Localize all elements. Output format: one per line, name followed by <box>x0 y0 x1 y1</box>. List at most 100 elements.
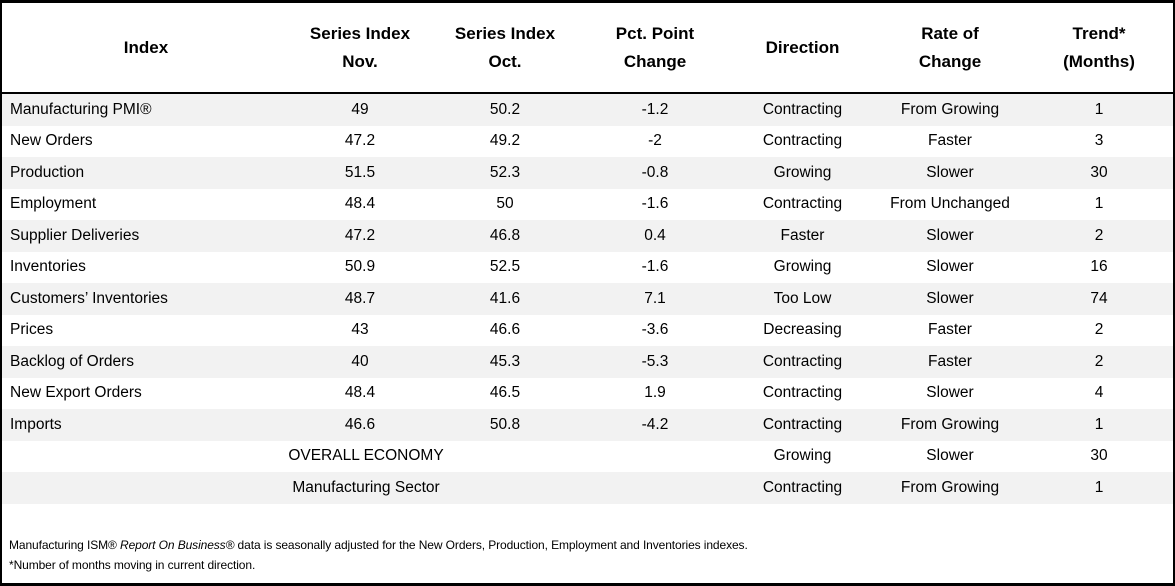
table-row: Production 51.5 52.3 -0.8 Growing Slower 30 <box>2 157 1173 189</box>
value-cell: 50.8 <box>489 415 521 433</box>
table-row: Imports 46.6 50.8 -4.2 Contracting From Growi… <box>2 409 1173 441</box>
table-row: Customers’ Inventories 48.7 41.6 7.1 Too Low… <box>2 283 1173 315</box>
table-row: Prices 43 46.6 -3.6 Decreasing Faster 2 <box>2 315 1173 347</box>
row-label: Inventories <box>10 258 86 276</box>
value-cell: 52.3 <box>489 163 521 181</box>
table-row: New Orders 47.2 49.2 -2 Contracting Faster 3 <box>2 126 1173 158</box>
value-cell: -4.2 <box>641 415 669 433</box>
value-cell: 46.8 <box>489 226 521 244</box>
value-cell: Contracting <box>762 195 843 213</box>
column-header: Direction <box>765 37 840 57</box>
value-cell: 50.2 <box>489 100 521 118</box>
row-label: Manufacturing PMI® <box>10 100 152 118</box>
value-cell: -5.3 <box>641 352 669 370</box>
footnote-trend-definition: *Number of months moving in current dire… <box>9 558 256 572</box>
value-cell: 7.1 <box>644 289 666 307</box>
value-cell: Slower <box>926 289 974 307</box>
value-cell: 41.6 <box>489 289 521 307</box>
value-cell: 0.4 <box>644 226 666 244</box>
value-cell: 46.6 <box>344 415 376 433</box>
summary-label: Manufacturing Sector <box>292 478 440 496</box>
value-cell: 30 <box>1090 163 1108 181</box>
value-cell: Decreasing <box>763 321 842 339</box>
column-header: Series Index Oct. <box>454 24 556 71</box>
value-cell: -0.8 <box>641 163 669 181</box>
value-cell: -1.6 <box>641 258 669 276</box>
value-cell: 1 <box>1094 195 1104 213</box>
value-cell: Slower <box>926 447 974 465</box>
value-cell: 2 <box>1094 226 1104 244</box>
value-cell: 51.5 <box>344 163 376 181</box>
value-cell: Slower <box>926 258 974 276</box>
value-cell: 48.4 <box>344 384 376 402</box>
value-cell: 3 <box>1094 132 1104 150</box>
value-cell: 52.5 <box>489 258 521 276</box>
value-cell: 47.2 <box>344 132 376 150</box>
value-cell: -1.2 <box>641 100 669 118</box>
value-cell: Contracting <box>762 132 843 150</box>
footnotes: Manufacturing ISM® Report On Business® d… <box>2 535 1173 583</box>
value-cell: Growing <box>773 163 832 181</box>
value-cell: 1 <box>1094 478 1104 496</box>
table-row: Supplier Deliveries 47.2 46.8 0.4 Faster Slow… <box>2 220 1173 252</box>
summary-label: OVERALL ECONOMY <box>288 447 444 465</box>
row-label: Backlog of Orders <box>10 352 135 370</box>
value-cell: 30 <box>1090 447 1108 465</box>
footnote-text-prefix: Manufacturing ISM® <box>9 538 120 552</box>
value-cell: 1 <box>1094 415 1104 433</box>
value-cell: Growing <box>773 258 832 276</box>
table-row: Backlog of Orders 40 45.3 -5.3 Contracting Fa… <box>2 346 1173 378</box>
value-cell: Contracting <box>762 100 843 118</box>
value-cell: 16 <box>1090 258 1108 276</box>
summary-row: Manufacturing Sector Contracting From Grow… <box>2 472 1173 504</box>
table-row: Inventories 50.9 52.5 -1.6 Growing Slower 16 <box>2 252 1173 284</box>
value-cell: Contracting <box>762 478 843 496</box>
row-label: Supplier Deliveries <box>10 226 140 244</box>
value-cell: Contracting <box>762 415 843 433</box>
value-cell: -1.6 <box>641 195 669 213</box>
summary-row: OVERALL ECONOMY Growing Slower 30 <box>2 441 1173 473</box>
table-header-row: Index Series Index Nov. Series Index Oct. Pct… <box>2 3 1173 94</box>
column-header: Index <box>123 37 169 57</box>
value-cell: 46.5 <box>489 384 521 402</box>
value-cell: 1 <box>1094 100 1104 118</box>
column-header: Trend* (Months) <box>1063 24 1135 71</box>
value-cell: Slower <box>926 226 974 244</box>
value-cell: 74 <box>1090 289 1108 307</box>
value-cell: Faster <box>928 132 972 150</box>
row-label: Imports <box>10 415 62 433</box>
value-cell: 50.9 <box>344 258 376 276</box>
value-cell: Contracting <box>762 384 843 402</box>
table-body: Manufacturing PMI® 49 50.2 -1.2 Contracting F… <box>2 94 1173 504</box>
value-cell: Slower <box>926 163 974 181</box>
value-cell: From Growing <box>900 478 1000 496</box>
row-label: New Orders <box>10 132 93 150</box>
value-cell: 2 <box>1094 352 1104 370</box>
row-label: Prices <box>10 321 54 339</box>
value-cell: 45.3 <box>489 352 521 370</box>
footnote-text-suffix: data is seasonally adjusted for the New … <box>234 538 748 552</box>
value-cell: 49 <box>351 100 369 118</box>
value-cell: 48.7 <box>344 289 376 307</box>
column-header: Series Index Nov. <box>309 24 411 71</box>
value-cell: Faster <box>928 352 972 370</box>
value-cell: Faster <box>780 226 825 244</box>
value-cell: 47.2 <box>344 226 376 244</box>
table-row: New Export Orders 48.4 46.5 1.9 Contracting S… <box>2 378 1173 410</box>
row-label: New Export Orders <box>10 384 142 402</box>
value-cell: Contracting <box>762 352 843 370</box>
value-cell: 1.9 <box>644 384 666 402</box>
value-cell: From Unchanged <box>890 195 1010 213</box>
column-header: Rate of Change <box>918 24 982 71</box>
value-cell: 4 <box>1094 384 1104 402</box>
value-cell: 49.2 <box>489 132 521 150</box>
value-cell: 43 <box>351 321 369 339</box>
value-cell: 2 <box>1094 321 1104 339</box>
value-cell: 50 <box>496 195 514 213</box>
value-cell: Growing <box>773 447 832 465</box>
value-cell: -2 <box>648 132 662 150</box>
value-cell: From Growing <box>900 415 1000 433</box>
value-cell: Faster <box>928 321 972 339</box>
value-cell: 46.6 <box>489 321 521 339</box>
